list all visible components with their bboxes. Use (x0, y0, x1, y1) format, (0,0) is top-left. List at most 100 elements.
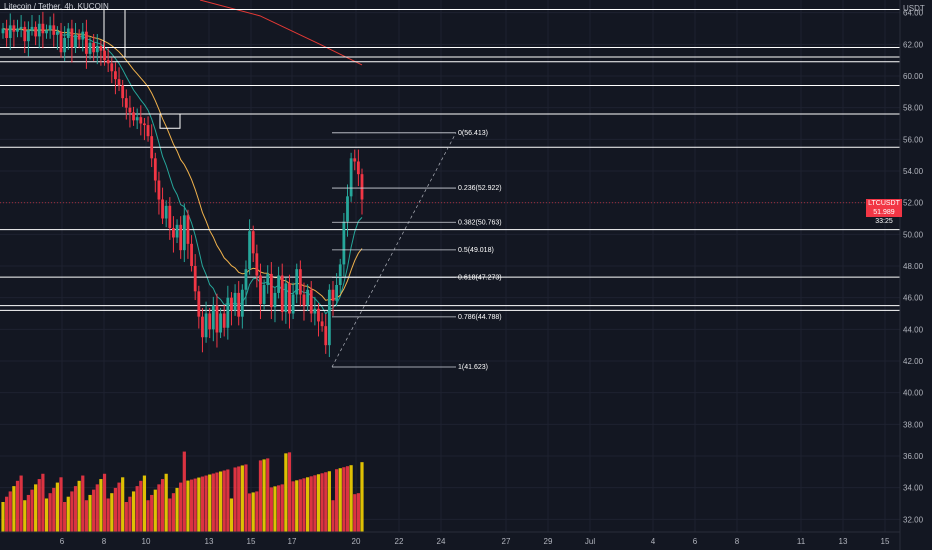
zone-rectangle (159, 113, 181, 129)
volume-bar (160, 479, 165, 532)
candle-body (237, 292, 241, 317)
price-tag-price: 51.989 (873, 209, 895, 216)
volume-bar (273, 486, 277, 532)
candle-body (153, 158, 157, 181)
volume-bar (189, 479, 194, 532)
volume-bar (77, 480, 81, 532)
volume-bar (287, 452, 292, 532)
time-tick-label: 24 (437, 537, 446, 546)
time-tick-label: 22 (395, 537, 404, 546)
candle-body (259, 275, 262, 304)
volume-bar (182, 451, 186, 532)
candle-body (208, 313, 212, 330)
time-tick-label: 13 (839, 537, 848, 546)
candle-body (262, 285, 266, 304)
price-tick-label: 38.00 (903, 420, 924, 429)
candle-body (121, 85, 125, 99)
volume-bar (298, 479, 302, 532)
currency-label: USDT (903, 4, 925, 13)
candle-body (157, 180, 161, 200)
volume-bars (1, 451, 364, 532)
candle-body (230, 297, 233, 311)
volume-bar (211, 473, 215, 532)
fib-level-label: 0.786(44.788) (458, 314, 502, 321)
volume-bar (179, 482, 183, 532)
candle-body (338, 264, 342, 285)
candle-body (193, 266, 197, 292)
time-tick-label: 15 (881, 537, 890, 546)
volume-bar (226, 469, 230, 532)
candle-body (251, 231, 255, 254)
volume-bar (324, 472, 328, 532)
candle-body (288, 283, 291, 314)
volume-bar (331, 500, 335, 532)
price-tick-label: 58.00 (903, 104, 924, 113)
candle-body (244, 269, 248, 290)
candle-body (146, 125, 150, 137)
candle-body (8, 25, 12, 38)
volume-bar (186, 480, 190, 532)
fib-level-label: 0.5(49.018) (458, 247, 494, 254)
volume-bar (262, 459, 266, 532)
candle-body (30, 26, 34, 31)
volume-bar (5, 496, 9, 532)
candle-body (266, 273, 270, 285)
moving-average-line (2, 28, 363, 315)
volume-bar (349, 465, 353, 532)
volume-bar (193, 478, 197, 532)
volume-bar (313, 475, 317, 532)
volume-bar (73, 486, 78, 532)
candle-body (342, 221, 346, 265)
candle-body (331, 289, 335, 301)
time-tick-label: 20 (352, 537, 361, 546)
candle-body (85, 31, 88, 54)
zones (103, 9, 181, 129)
volume-bar (276, 485, 281, 532)
price-tick-label: 54.00 (903, 167, 924, 176)
volume-bar (8, 491, 12, 532)
volume-bar (44, 498, 49, 532)
volume-bar (41, 473, 45, 532)
price-tick-label: 62.00 (903, 40, 924, 49)
volume-bar (244, 464, 248, 532)
volume-bar (113, 487, 118, 532)
price-axis: 32.00 34.00 36.00 38.00 40.00 42.00 44.00 46.00… (899, 0, 924, 550)
volume-bar (55, 482, 59, 532)
current-price-tag: LTCUSDT 51.989 33:25 (866, 199, 902, 225)
volume-bar (88, 494, 92, 532)
volume-bar (70, 491, 74, 532)
time-tick-label: Jul (585, 537, 595, 546)
volume-bar (1, 502, 5, 532)
candle-body (139, 117, 143, 124)
candle-body (306, 289, 310, 306)
candle-body (74, 34, 77, 48)
volume-bar (266, 458, 270, 532)
candle-body (313, 308, 317, 314)
candle-body (215, 305, 219, 333)
fib-level-label: 0.618(47.273) (458, 275, 502, 282)
candle-body (161, 199, 164, 219)
candle-body (63, 38, 67, 53)
volume-bar (81, 475, 85, 532)
volume-bar (335, 469, 339, 532)
candle-body (186, 215, 190, 244)
candle-body (324, 326, 328, 346)
time-tick-label: 8 (102, 537, 107, 546)
volume-bar (327, 471, 331, 532)
volume-bar (48, 493, 52, 532)
volume-bar (237, 466, 241, 532)
candle-body (95, 45, 99, 53)
candle-body (168, 205, 172, 228)
price-tick-label: 40.00 (903, 389, 924, 398)
candle-body (291, 294, 295, 314)
volume-bar (142, 475, 147, 532)
candles (1, 11, 364, 358)
candle-body (277, 275, 280, 293)
volume-bar (338, 468, 342, 532)
volume-bar (291, 481, 295, 532)
volume-bar (164, 473, 168, 532)
volume-bar (37, 479, 41, 532)
candle-body (327, 289, 331, 346)
candle-body (349, 158, 353, 197)
